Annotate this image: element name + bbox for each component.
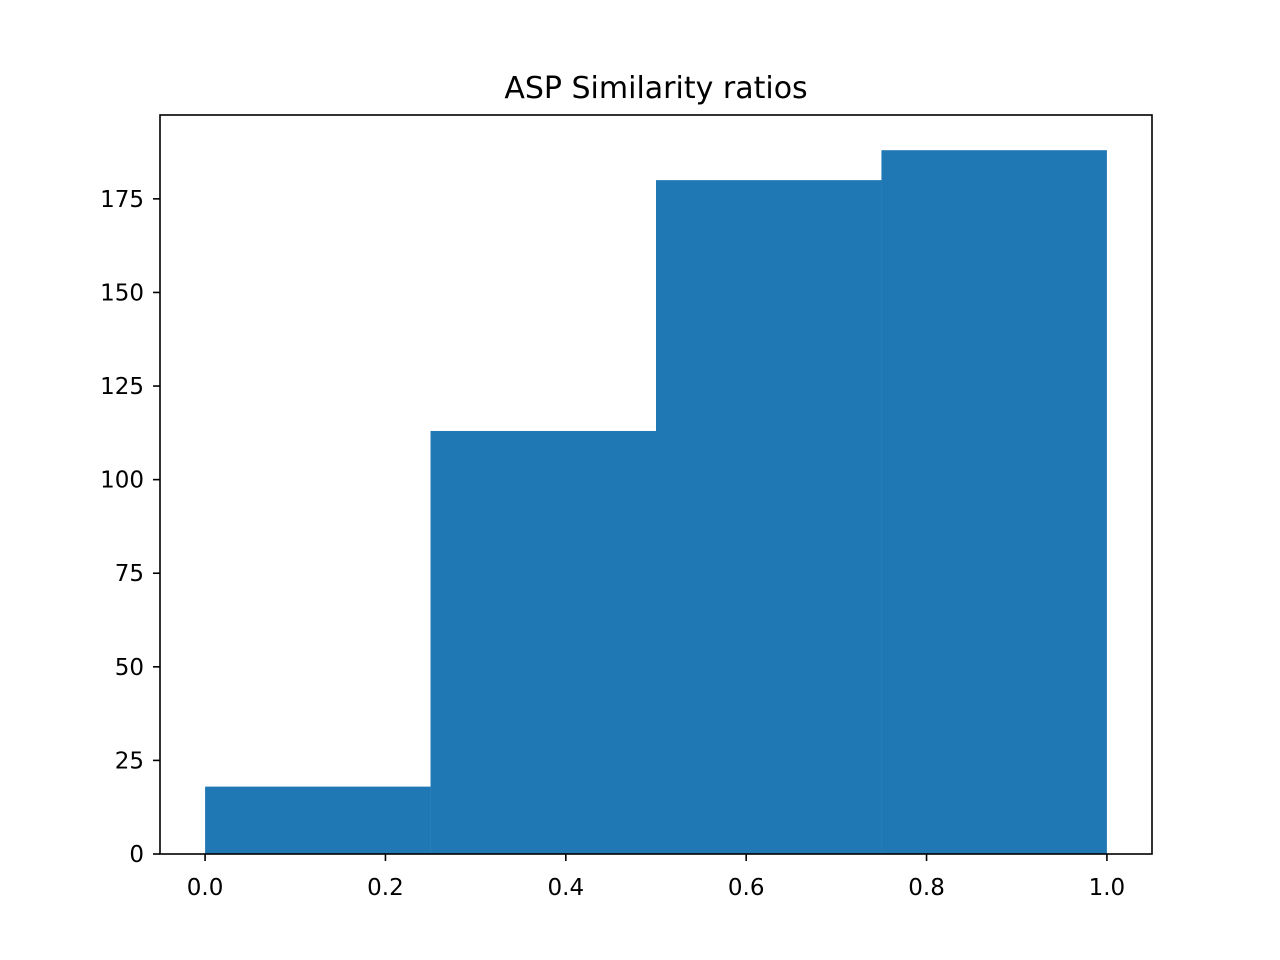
y-tick-label: 50 [115,655,144,681]
y-tick-label: 175 [100,187,144,213]
x-tick-label: 0.6 [728,875,765,901]
x-tick-label: 0.0 [187,875,224,901]
histogram-bar-1 [430,430,656,854]
x-tick-label: 1.0 [1089,875,1126,901]
y-axis-ticks: 0 25 50 75 100 125 150 175 [100,187,160,868]
x-tick-label: 0.2 [367,875,404,901]
histogram-bar-0 [205,786,431,854]
histogram-bar-3 [881,150,1107,854]
y-tick-label: 125 [100,374,144,400]
bars-layer [205,150,1107,854]
y-tick-label: 75 [115,561,144,587]
y-tick-label: 25 [115,748,144,774]
y-tick-label: 150 [100,280,144,306]
x-tick-label: 0.8 [908,875,945,901]
y-tick-label: 100 [100,468,144,494]
histogram-bar-2 [656,180,882,854]
plot-frame [159,114,1153,855]
chart-title: ASP Similarity ratios [504,71,807,106]
x-tick-label: 0.4 [548,875,585,901]
x-axis-ticks: 0.0 0.2 0.4 0.6 0.8 1.0 [187,854,1125,901]
y-tick-label: 0 [129,842,144,868]
